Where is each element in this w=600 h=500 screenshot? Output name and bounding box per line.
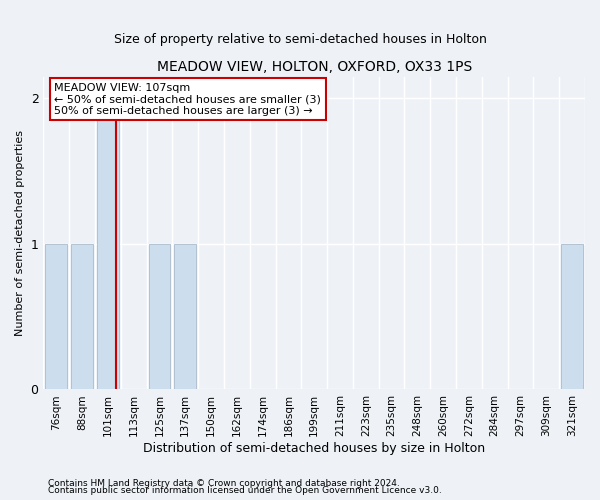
Bar [561,244,583,390]
Text: Contains public sector information licensed under the Open Government Licence v3: Contains public sector information licen… [48,486,442,495]
Bar [97,98,119,390]
Bar [149,244,170,390]
Text: Contains HM Land Registry data © Crown copyright and database right 2024.: Contains HM Land Registry data © Crown c… [48,478,400,488]
Text: Size of property relative to semi-detached houses in Holton: Size of property relative to semi-detach… [113,32,487,46]
Y-axis label: Number of semi-detached properties: Number of semi-detached properties [15,130,25,336]
Text: MEADOW VIEW: 107sqm
← 50% of semi-detached houses are smaller (3)
50% of semi-de: MEADOW VIEW: 107sqm ← 50% of semi-detach… [54,83,321,116]
Title: MEADOW VIEW, HOLTON, OXFORD, OX33 1PS: MEADOW VIEW, HOLTON, OXFORD, OX33 1PS [157,60,472,74]
Bar [174,244,196,390]
Bar [71,244,93,390]
X-axis label: Distribution of semi-detached houses by size in Holton: Distribution of semi-detached houses by … [143,442,485,455]
Bar [46,244,67,390]
